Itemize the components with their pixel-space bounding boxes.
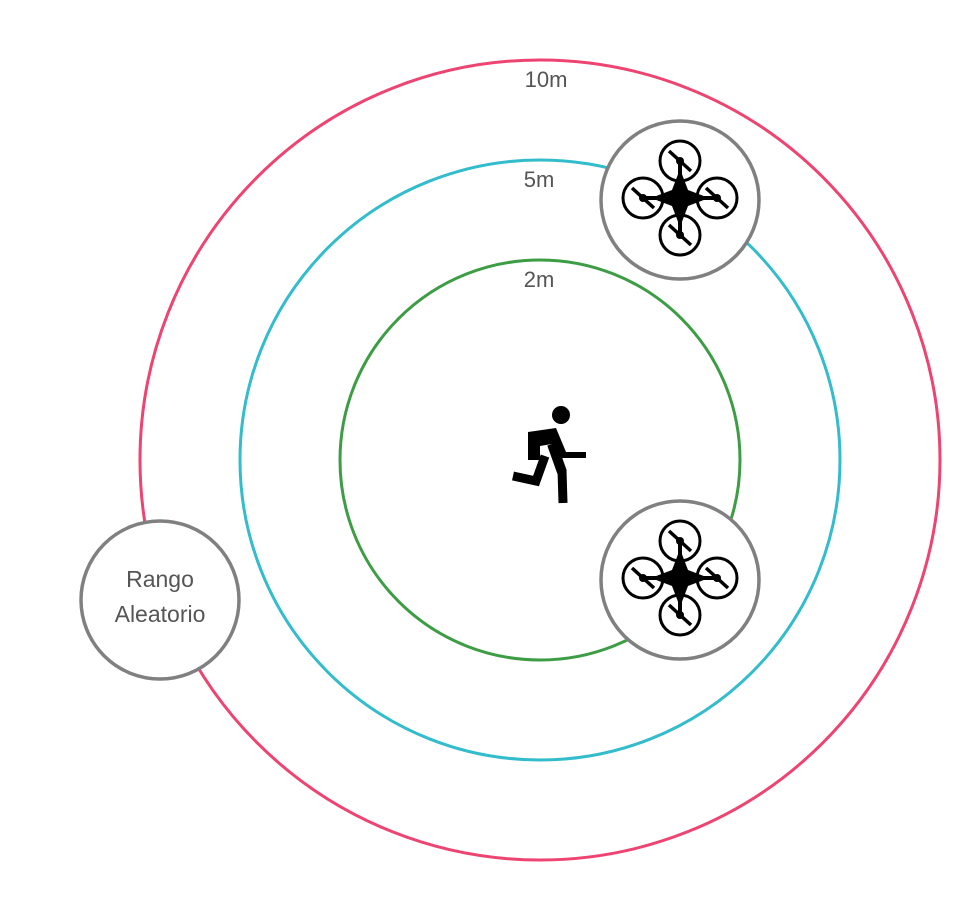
ring-2m (338, 258, 742, 662)
running-person-icon (512, 406, 586, 504)
ring-10m (138, 58, 942, 862)
drone-node-bottom (599, 499, 761, 661)
drone-node-top (599, 119, 761, 281)
ring-label-10m: 10m (525, 67, 568, 92)
ring-label-2m: 2m (524, 267, 555, 292)
ring-label-5m: 5m (524, 167, 555, 192)
random-range-label-line2: Aleatorio (115, 601, 206, 627)
random-range-label-line1: Rango (126, 566, 194, 592)
random-range-node: Rango Aleatorio (79, 519, 241, 681)
ring-5m (238, 158, 842, 762)
